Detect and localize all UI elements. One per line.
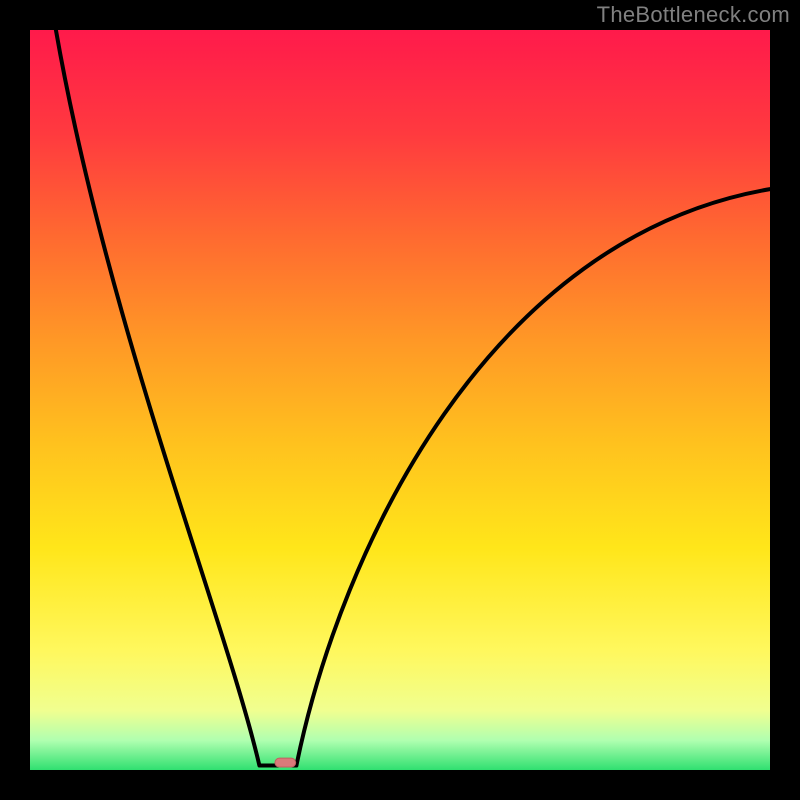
curve-layer [0,0,800,800]
chart-container: TheBottleneck.com [0,0,800,800]
bottleneck-curve [56,30,770,766]
watermark-text: TheBottleneck.com [597,2,790,28]
minimum-marker [275,758,296,767]
